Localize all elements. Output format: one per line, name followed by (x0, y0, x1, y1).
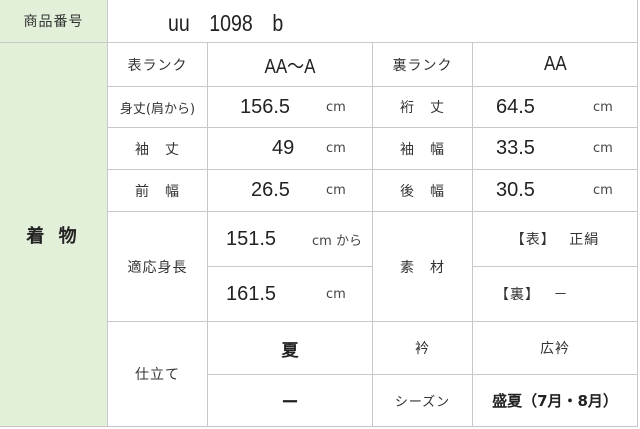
product-number-cell: uu 1098 b (108, 0, 638, 43)
ushirohaba-label: 後 幅 (373, 170, 473, 212)
yuki-cell: 64.5 cm (473, 87, 638, 128)
sodehaba-value: 33.5 (496, 137, 535, 159)
ushirohaba-unit: cm (593, 183, 613, 198)
maehaba-cell: 26.5 cm (208, 170, 373, 212)
mitake-cell: 156.5 cm (208, 87, 373, 128)
mitake-label: 身丈(肩から) (108, 87, 208, 128)
mitake-value: 156.5 (240, 95, 291, 118)
category-label: 着 物 (0, 43, 108, 427)
omote-rank-value: AA〜A (264, 56, 316, 78)
omote-rank-label: 表ランク (108, 43, 208, 87)
product-number-value: uu 1098 b (168, 10, 284, 36)
height-label: 適応身長 (108, 212, 208, 322)
shitate-value-2: ー (208, 375, 373, 427)
material-label: 素 材 (373, 212, 473, 322)
maehaba-unit: cm (326, 183, 346, 198)
sodehaba-label: 袖 幅 (373, 128, 473, 170)
eri-value: 広衿 (473, 322, 638, 375)
ushirohaba-cell: 30.5 cm (473, 170, 638, 212)
product-number-label: 商品番号 (0, 0, 108, 43)
height-to-cell: 161.5 cm (208, 267, 373, 322)
maehaba-label: 前 幅 (108, 170, 208, 212)
height-to-value: 161.5 (226, 282, 277, 305)
sodehaba-unit: cm (593, 141, 613, 156)
height-from-unit: cm から (312, 233, 362, 249)
yuki-unit: cm (593, 99, 613, 115)
eri-label: 衿 (373, 322, 473, 375)
season-value: 盛夏（7月・8月） (473, 375, 638, 427)
mitake-unit: cm (326, 99, 346, 115)
ura-rank-value: AA (543, 53, 567, 75)
ura-rank-label: 裏ランク (373, 43, 473, 87)
season-label: シーズン (373, 375, 473, 427)
omote-rank-cell: AA〜A (208, 43, 373, 87)
height-from-value: 151.5 (226, 227, 277, 250)
shitate-label: 仕立て (108, 322, 208, 427)
yuki-label: 裄 丈 (373, 87, 473, 128)
maehaba-value: 26.5 (251, 179, 290, 201)
sodetake-label: 袖 丈 (108, 128, 208, 170)
sodetake-value: 49 (272, 137, 295, 159)
sodetake-cell: 49 cm (208, 128, 373, 170)
ushirohaba-value: 30.5 (496, 179, 535, 201)
material-ura: 【裏】 － (473, 267, 638, 322)
shitate-value-1: 夏 (208, 322, 373, 375)
sodehaba-cell: 33.5 cm (473, 128, 638, 170)
height-from-cell: 151.5 cm から (208, 212, 373, 267)
ura-rank-cell: AA (473, 43, 638, 87)
yuki-value: 64.5 (496, 95, 535, 118)
height-to-unit: cm (326, 286, 346, 302)
material-omote: 【表】 正絹 (473, 212, 638, 267)
sodetake-unit: cm (326, 141, 346, 156)
